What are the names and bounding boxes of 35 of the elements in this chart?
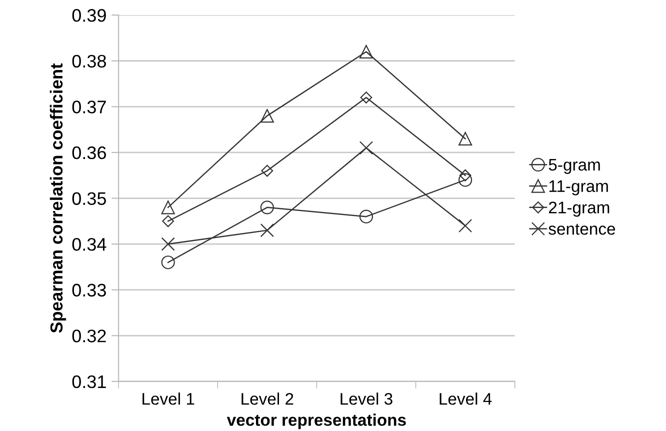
point: [458, 132, 472, 146]
x-tick-label: Level 4: [440, 392, 492, 405]
point: [161, 237, 175, 251]
legend-label: sentence: [548, 224, 616, 235]
point: [260, 109, 274, 123]
legend-label: 21-gram: [548, 202, 610, 217]
point: [161, 200, 175, 214]
y-tick-label: 0.31: [72, 375, 106, 388]
x-tick-label: Level 3: [340, 392, 392, 405]
point: [260, 200, 274, 214]
y-tick-label: 0.37: [72, 100, 106, 114]
y-tick-label: 0.38: [72, 54, 106, 68]
point: [359, 44, 374, 59]
point: [359, 210, 374, 224]
point: [360, 92, 372, 104]
legend-label: 11-gram: [549, 180, 608, 196]
x-axis-title: vector representations: [226, 414, 406, 430]
y-tick-label: 0.35: [72, 192, 106, 205]
point: [161, 256, 175, 270]
y-tick-label: 0.32: [72, 330, 106, 342]
point: [359, 141, 374, 155]
y-tick-label: 0.33: [72, 284, 106, 297]
point: [458, 173, 472, 187]
point: [162, 215, 174, 228]
x-tick-label: Level 1: [142, 392, 194, 405]
point: [459, 169, 472, 182]
y-axis-title: Spearman correlation coefficient: [50, 63, 66, 333]
x-tick-label: Level 2: [242, 392, 294, 405]
y-tick-label: 0.36: [72, 146, 106, 160]
point: [261, 164, 274, 177]
y-tick-label: 0.39: [72, 9, 106, 22]
y-tick-label: 0.34: [72, 238, 106, 251]
point: [458, 218, 472, 233]
point: [260, 224, 274, 238]
legend-label: 5-gram: [548, 159, 600, 174]
